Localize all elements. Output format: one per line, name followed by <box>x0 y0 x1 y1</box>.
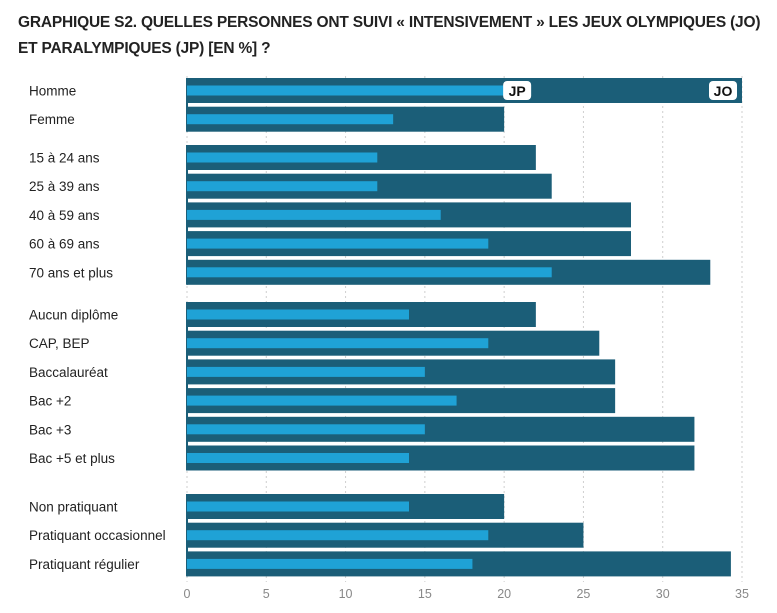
bar-jp <box>187 558 473 569</box>
category-label: Baccalauréat <box>29 365 108 380</box>
category-label: Bac +2 <box>29 394 71 409</box>
badge-jo-bg <box>709 81 737 100</box>
badge-jp-label: JP <box>509 83 526 99</box>
category-label: Bac +5 et plus <box>29 451 115 466</box>
x-tick-label: 5 <box>263 587 270 601</box>
x-tick-label: 15 <box>418 587 432 601</box>
bar-jp <box>187 85 505 96</box>
bar-jp <box>187 181 378 192</box>
bar-jp <box>187 424 425 435</box>
bar-jp <box>187 530 489 541</box>
bar-jp <box>187 501 409 512</box>
chart-title: GRAPHIQUE S2. QUELLES PERSONNES ONT SUIV… <box>18 10 768 62</box>
bar-jp <box>187 366 425 377</box>
bar-jp <box>187 395 457 406</box>
bar-jp <box>187 453 409 463</box>
category-label: Non pratiquant <box>29 500 118 515</box>
category-label: Femme <box>29 112 75 127</box>
category-label: Pratiquant régulier <box>29 557 140 572</box>
category-label: Bac +3 <box>29 422 71 437</box>
bar-jp <box>187 309 409 320</box>
category-label: 15 à 24 ans <box>29 151 100 166</box>
x-tick-label: 0 <box>184 587 191 601</box>
bar-jp <box>187 114 394 125</box>
x-tick-label: 20 <box>497 587 511 601</box>
category-label: 40 à 59 ans <box>29 208 100 223</box>
x-tick-label: 10 <box>339 587 353 601</box>
bar-jp <box>187 338 489 349</box>
bar-jp <box>187 209 441 220</box>
badge-jp-bg <box>503 81 532 100</box>
category-label: Pratiquant occasionnel <box>29 528 166 543</box>
category-label: 25 à 39 ans <box>29 179 100 194</box>
badge-jo-label: JO <box>714 83 733 99</box>
category-label: 60 à 69 ans <box>29 237 100 252</box>
category-label: Aucun diplôme <box>29 308 118 323</box>
chart-title-line-1: GRAPHIQUE S2. QUELLES PERSONNES ONT SUIV… <box>18 14 761 31</box>
chart-title-line-2: ET PARALYMPIQUES (JP) [EN %] ? <box>18 40 271 57</box>
bar-jp <box>187 238 489 249</box>
x-tick-label: 30 <box>656 587 670 601</box>
x-tick-label: 35 <box>735 587 749 601</box>
category-label: 70 ans et plus <box>29 265 113 280</box>
x-tick-label: 25 <box>576 587 590 601</box>
category-label: Homme <box>29 84 76 99</box>
bar-jp <box>187 152 378 163</box>
bar-jp <box>187 267 552 278</box>
category-label: CAP, BEP <box>29 336 90 351</box>
